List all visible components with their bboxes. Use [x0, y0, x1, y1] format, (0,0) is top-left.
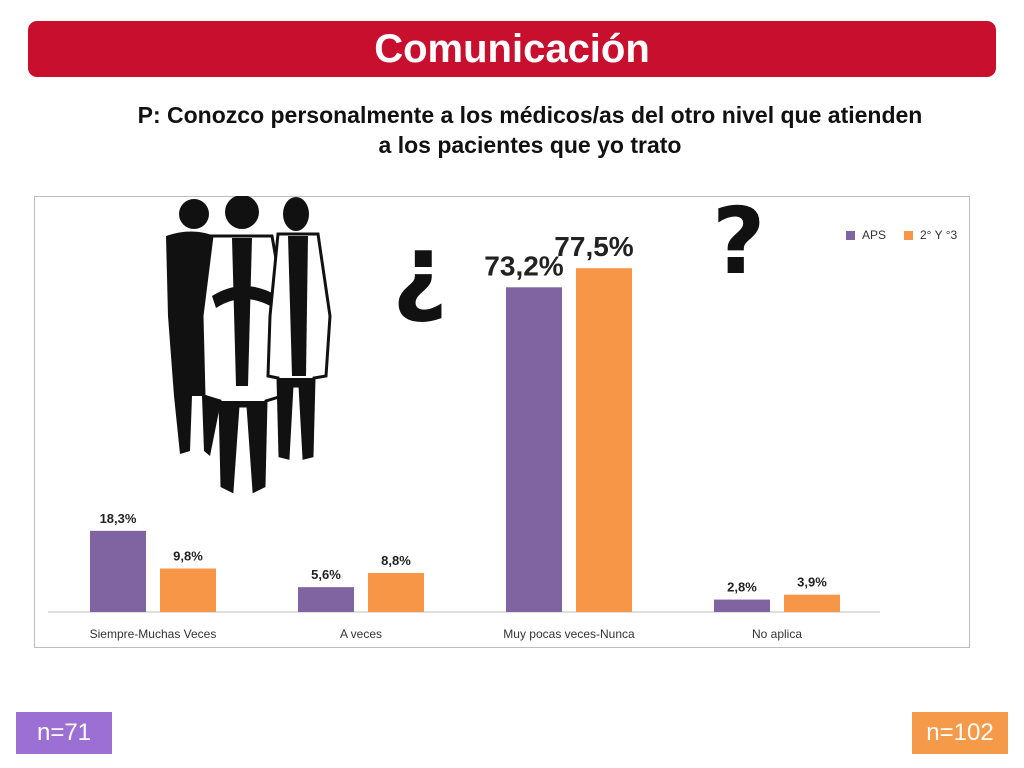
category-label-1: A veces	[340, 627, 382, 641]
bar-second-0	[160, 568, 216, 612]
bar-aps-3	[714, 599, 770, 612]
data-label-aps-0: 18,3%	[100, 511, 137, 526]
question-line-2: a los pacientes que yo trato	[378, 132, 682, 158]
data-label-second-2: 77,5%	[554, 231, 633, 262]
data-label-second-1: 8,8%	[381, 553, 411, 568]
category-label-0: Siempre-Muchas Veces	[90, 627, 217, 641]
doctor-silhouettes-icon	[166, 196, 332, 494]
legend-label-aps: APS	[862, 228, 886, 242]
sample-size-aps-badge: n=71	[16, 712, 112, 754]
category-label-3: No aplica	[752, 627, 802, 641]
bar-aps-2	[506, 287, 562, 612]
title-banner: Comunicación	[28, 21, 996, 77]
data-label-aps-3: 2,8%	[727, 580, 757, 595]
bar-second-2	[576, 268, 632, 612]
data-label-second-3: 3,9%	[797, 575, 827, 590]
question-text: P: Conozco personalmente a los médicos/a…	[60, 100, 1000, 160]
sample-size-aps-text: n=71	[36, 719, 92, 746]
labels-layer: 18,3% 9,8% 5,6% 8,8% 73,2%77,5% 2,8% 3,9%	[100, 231, 828, 594]
question-line-1: P: Conozco personalmente a los médicos/a…	[137, 102, 923, 128]
bar-second-3	[784, 594, 840, 612]
legend-swatch-aps	[846, 231, 855, 240]
chart-legend: APS 2° Y °3	[846, 228, 958, 242]
data-label-aps-2: 73,2%	[484, 250, 563, 281]
close-question-mark: ?	[712, 188, 766, 295]
page-title: Comunicación	[374, 26, 650, 71]
category-labels: Siempre-Muchas Veces A veces Muy pocas vec…	[90, 627, 803, 641]
legend-label-second: 2° Y °3	[920, 228, 958, 242]
open-question-mark: ¿	[392, 214, 448, 326]
legend-swatch-second	[904, 231, 913, 240]
sample-size-second-badge: n=102	[912, 712, 1008, 754]
bar-chart: APS 2° Y °3 18,3% 9,8% 5,6% 8,8% 73,2%77,5% 2…	[48, 196, 958, 641]
bar-aps-1	[298, 587, 354, 612]
sample-size-second-text: n=102	[926, 719, 994, 746]
category-label-2: Muy pocas veces-Nunca	[503, 627, 635, 641]
data-label-second-0: 9,8%	[173, 549, 203, 564]
data-label-aps-1: 5,6%	[311, 567, 341, 582]
bar-second-1	[368, 572, 424, 612]
bar-aps-0	[90, 530, 146, 612]
bars-layer	[90, 268, 840, 612]
